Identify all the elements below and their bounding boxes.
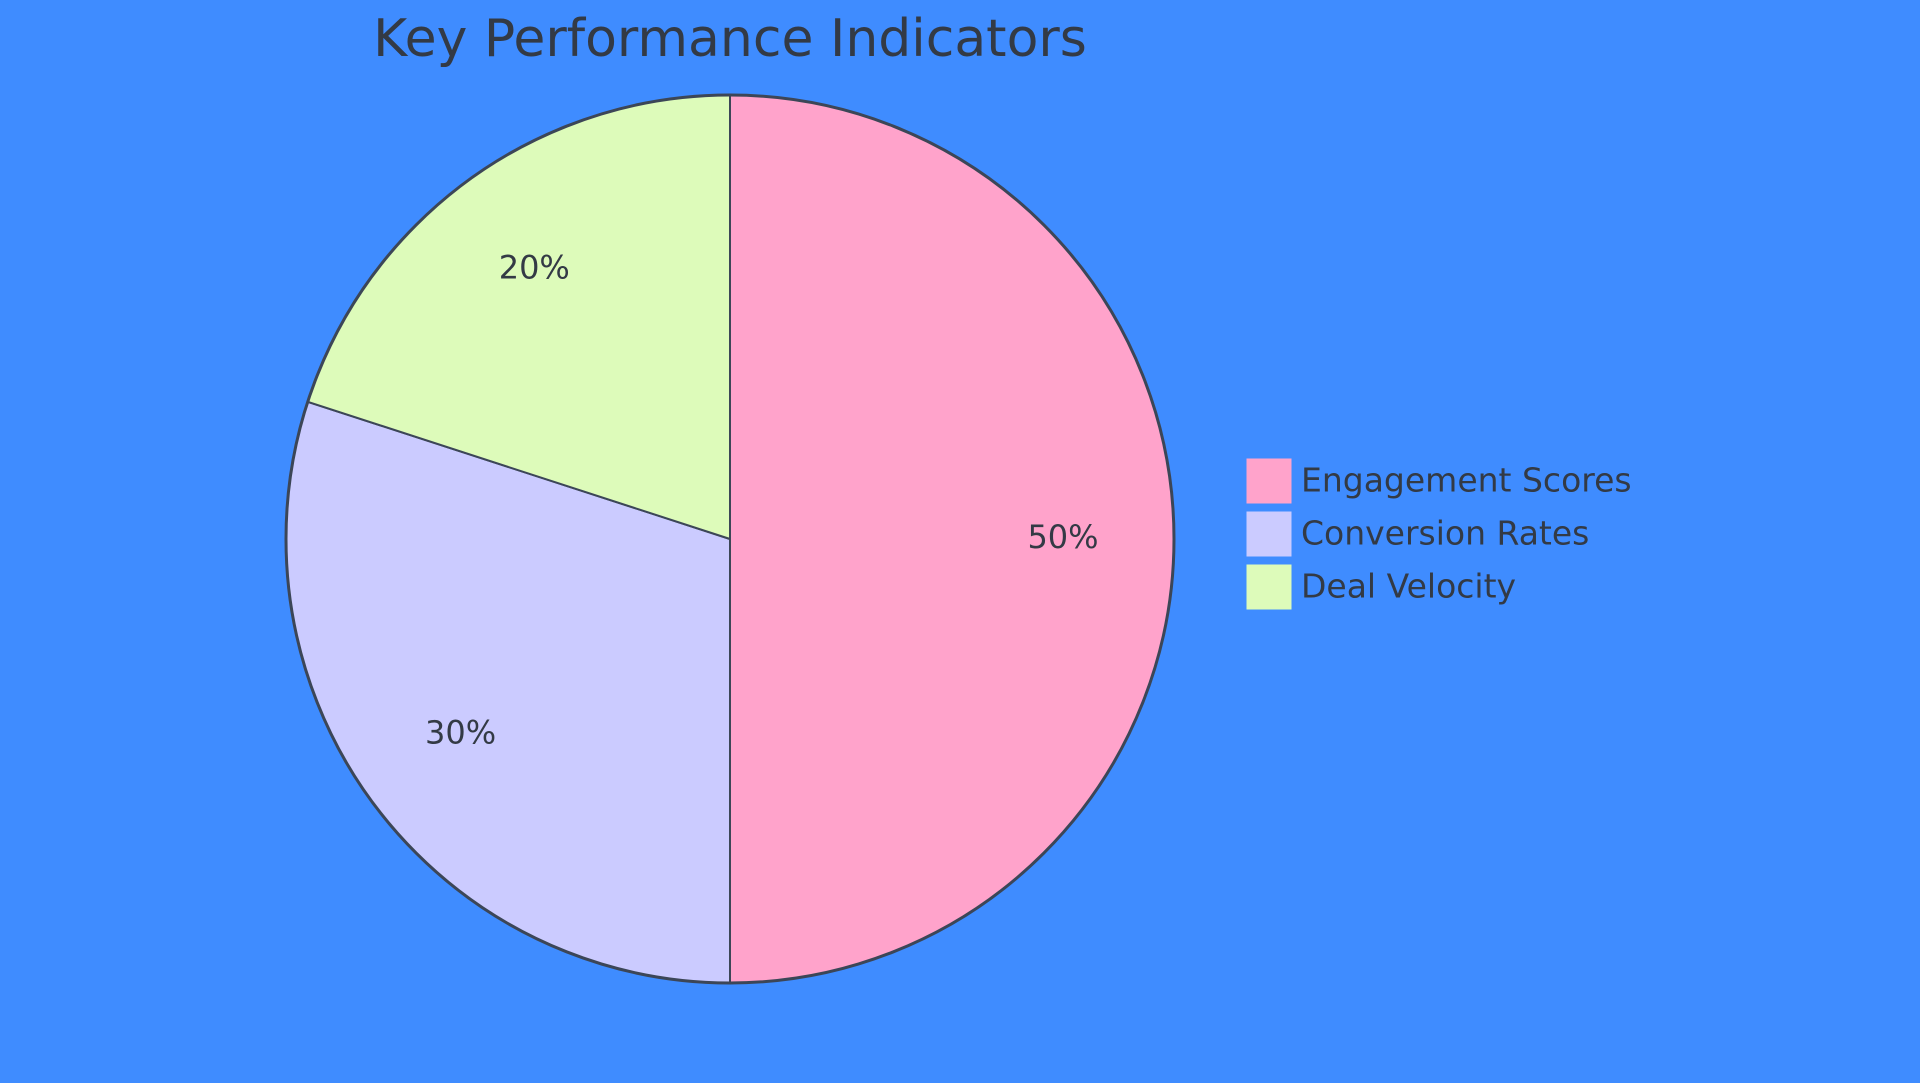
legend-swatch [1246, 511, 1292, 557]
legend-swatch [1246, 564, 1292, 610]
legend-label: Deal Velocity [1301, 567, 1516, 606]
legend-swatch [1246, 458, 1292, 504]
slice-label: 50% [1027, 518, 1098, 556]
pie-slice [729, 93, 1175, 985]
pie-outline [284, 93, 1176, 985]
slice-label: 30% [425, 714, 496, 752]
slice-label: 20% [499, 249, 570, 287]
chart-title: Key Performance Indicators [373, 9, 1087, 69]
legend-label: Engagement Scores [1301, 461, 1632, 500]
legend-label: Conversion Rates [1301, 514, 1589, 553]
